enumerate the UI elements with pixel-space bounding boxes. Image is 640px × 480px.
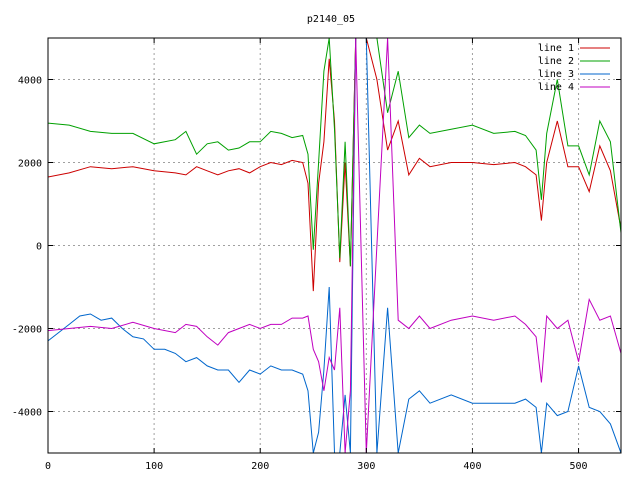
series-line-3: [48, 38, 621, 453]
x-tick-label: 300: [357, 461, 375, 472]
series-line-4: [48, 38, 621, 453]
legend-label: line 3: [538, 69, 574, 80]
y-tick-label: 0: [36, 242, 42, 253]
x-tick-label: 0: [45, 461, 51, 472]
series-line-2: [48, 38, 621, 267]
legend-label: line 4: [538, 82, 574, 93]
y-tick-label: 2000: [18, 159, 42, 170]
grid: [48, 38, 621, 453]
legend-label: line 1: [538, 43, 574, 54]
series-line-1: [48, 38, 621, 292]
chart-title: p2140_05: [307, 14, 355, 25]
axes: 0 100 200 300 400 500 -4000 -2000 0 2000 4000: [12, 38, 621, 472]
legend-label: line 2: [538, 56, 574, 67]
x-tick-label: 500: [570, 461, 588, 472]
y-tick-label: 4000: [18, 76, 42, 87]
x-tick-label: 200: [251, 461, 269, 472]
plot-series: [48, 38, 621, 453]
x-tick-label: 100: [145, 461, 163, 472]
y-tick-label: -4000: [12, 408, 42, 419]
y-tick-label: -2000: [12, 325, 42, 336]
legend: line 1 line 2 line 3 line 4: [538, 43, 610, 93]
x-tick-label: 400: [463, 461, 481, 472]
